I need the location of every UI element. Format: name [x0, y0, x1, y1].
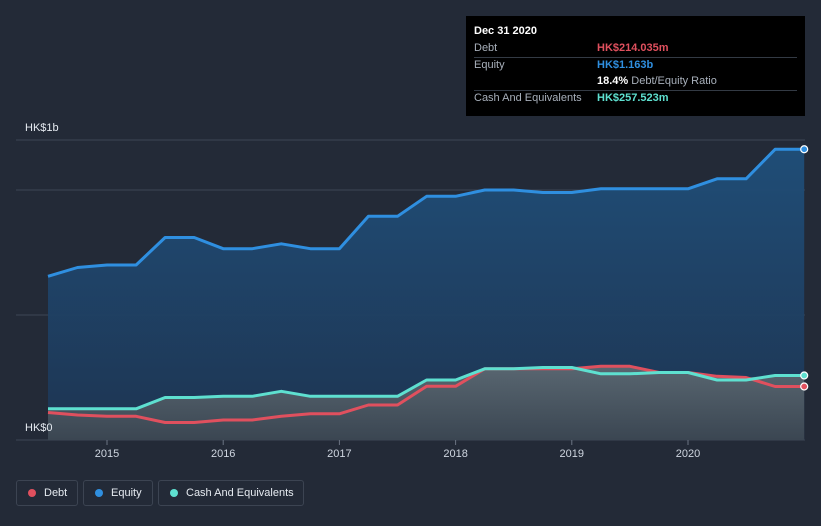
series-end-markers	[800, 145, 809, 391]
y-axis-label-bottom: HK$0	[25, 422, 53, 434]
debt-cash-area	[48, 366, 805, 440]
x-tick-label: 2019	[560, 448, 584, 460]
x-tick-label: 2015	[95, 448, 119, 460]
tooltip-cash-value: HK$257.523m	[597, 92, 669, 104]
y-axis-label-top: HK$1b	[25, 122, 59, 134]
debt-end-marker	[800, 382, 809, 391]
tooltip-debt-label: Debt	[474, 42, 498, 54]
tooltip-row-equity: Equity HK$1.163b	[474, 57, 797, 74]
debt-legend-dot	[28, 489, 36, 497]
series-lines	[47, 147, 805, 424]
equity-legend-dot	[95, 489, 103, 497]
x-tick-label: 2017	[327, 448, 351, 460]
legend-debt-label: Debt	[44, 487, 68, 499]
tooltip-row-ratio: 18.4% Debt/Equity Ratio	[474, 73, 797, 90]
legend-equity[interactable]: Equity	[83, 480, 153, 506]
legend-cash[interactable]: Cash And Equivalents	[158, 480, 304, 506]
cash-end-marker	[800, 371, 809, 380]
tooltip-ratio-value: 18.4% Debt/Equity Ratio	[597, 75, 717, 87]
tooltip-ratio-label: Debt/Equity Ratio	[631, 75, 717, 87]
equity-end-marker	[800, 145, 809, 154]
tooltip-panel: Dec 31 2020 Debt HK$214.035m Equity HK$1…	[466, 16, 805, 116]
legend-cash-label: Cash And Equivalents	[186, 487, 294, 499]
tooltip-row-cash: Cash And Equivalents HK$257.523m	[474, 90, 797, 107]
tooltip-divider	[474, 57, 797, 58]
tooltip-divider	[474, 90, 797, 91]
legend-equity-label: Equity	[111, 487, 142, 499]
x-tick-label: 2018	[443, 448, 467, 460]
x-tick-label: 2016	[211, 448, 235, 460]
x-tick-label: 2020	[676, 448, 700, 460]
x-axis: 2015 2016 2017 2018 2019 2020	[95, 440, 700, 460]
tooltip-ratio-number: 18.4%	[597, 75, 629, 87]
legend-debt[interactable]: Debt	[16, 480, 78, 506]
tooltip-row-debt: Debt HK$214.035m	[474, 40, 797, 57]
tooltip-date: Dec 31 2020	[474, 25, 537, 37]
tooltip-debt-value: HK$214.035m	[597, 42, 669, 54]
cash-legend-dot	[170, 489, 178, 497]
tooltip-equity-label: Equity	[474, 59, 505, 71]
series-areas	[48, 149, 805, 441]
cash-line	[48, 366, 805, 411]
equity-line	[47, 147, 805, 278]
tooltip-cash-label: Cash And Equivalents	[474, 92, 582, 104]
tooltip-equity-value: HK$1.163b	[597, 59, 654, 71]
